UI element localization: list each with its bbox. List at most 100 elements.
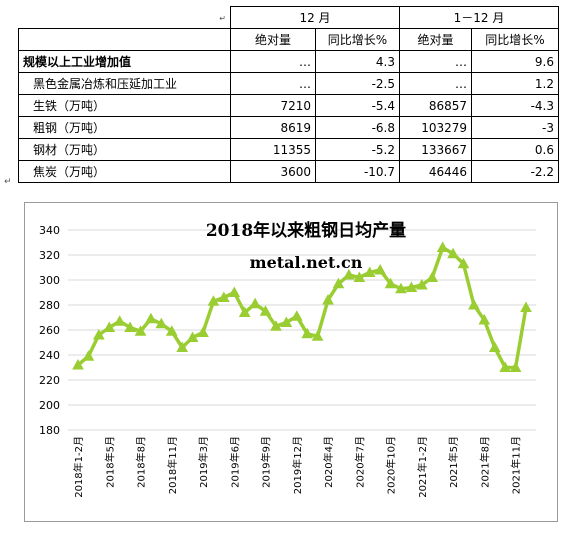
cell-ytd-yoy: 1.2 [470,72,560,95]
data-point-marker [520,301,532,312]
table-subheader-row: 绝对量 同比增长% 绝对量 同比增长% [18,28,560,51]
x-tick-label: 2019年3月 [197,436,210,488]
cell-ytd-abs: … [399,72,472,95]
subheader-ytd-yoy: 同比增长% [470,28,560,51]
data-point-marker [207,295,220,306]
subheader-dec-yoy: 同比增长% [315,28,400,51]
cell-dec-yoy: -6.8 [315,116,400,139]
data-point-marker [92,328,105,340]
data-point-marker [447,247,459,259]
data-point-marker [134,325,147,336]
data-point-marker [499,361,512,372]
steel-output-line-chart: 180 200 220 240 260 280 300 320 340 2018年1-2月 2018… [39,220,536,498]
cell-dec-abs: 7210 [230,94,316,117]
cell-ytd-yoy: 0.6 [470,138,560,161]
x-tick-label: 2018年11月 [166,436,179,494]
statistics-table: ↵ 12 月 1－12 月 绝对量 同比增长% 绝对量 同比增长% 规模以上工业… [18,6,560,183]
y-tick-label: 320 [39,249,60,262]
data-point-marker [426,271,439,282]
data-point-marker [509,361,522,372]
data-point-marker [343,268,355,280]
table-row: 焦炭（万吨） 3600 -10.7 46446 -2.2 [18,160,560,183]
row-label: 钢材（万吨） [18,138,231,161]
data-point-marker [478,313,491,325]
data-point-marker [415,278,428,290]
data-point-marker [145,312,157,324]
cell-ytd-yoy: -4.3 [470,94,560,117]
data-point-marker [176,341,189,352]
data-point-marker [218,291,230,302]
data-point-marker [155,317,168,329]
x-tick-label: 2021年5月 [447,436,460,488]
y-tick-label: 340 [39,224,60,237]
cell-dec-yoy: -5.4 [315,94,400,117]
x-tick-label: 2021年1-2月 [416,436,429,498]
data-point-marker [436,241,449,252]
header-december: 12 月 [230,6,400,29]
data-point-marker [113,315,126,326]
x-tick-label: 2019年12月 [291,436,304,494]
data-point-marker [238,306,251,317]
cell-ytd-abs: 133667 [399,138,472,161]
data-point-marker [197,326,209,337]
x-tick-label: 2018年5月 [103,436,116,488]
data-point-marker [468,298,480,310]
data-point-marker [374,263,386,275]
chart-title: 2018年以来粗钢日均产量 [206,220,406,241]
row-label: 粗钢（万吨） [18,116,231,139]
x-tick-label: 2020年7月 [353,436,366,488]
subheader-ytd-abs: 绝对量 [399,28,472,51]
cell-ytd-abs: 103279 [399,116,472,139]
data-point-marker [332,277,345,289]
corner-cell: ↵ [18,6,231,29]
row-label: 规模以上工业增加值 [18,50,231,73]
table-row: 钢材（万吨） 11355 -5.2 133667 0.6 [18,138,560,161]
data-point-marker [270,320,282,331]
x-tick-label: 2020年10月 [385,436,398,494]
subheader-dec-abs: 绝对量 [230,28,316,51]
data-point-marker [322,293,334,305]
x-tick-label: 2019年6月 [228,436,241,488]
data-point-marker [395,282,407,294]
cell-ytd-yoy: -3 [470,116,560,139]
data-point-marker [363,266,376,277]
y-tick-label: 240 [39,349,60,362]
data-point-marker [249,297,261,309]
x-tick-label: 2021年11月 [510,436,523,494]
y-tick-label: 180 [39,424,60,437]
data-point-marker [103,321,116,332]
x-tick-label: 2019年9月 [260,436,273,488]
y-tick-label: 220 [39,374,60,387]
x-tick-label: 2021年8月 [478,436,491,488]
y-tick-label: 280 [39,299,60,312]
subheader-blank [18,28,231,51]
cell-ytd-abs: 86857 [399,94,472,117]
data-point-marker [228,286,241,297]
data-point-marker [290,310,303,321]
cell-dec-yoy: 4.3 [315,50,400,73]
table-row: 生铁（万吨） 7210 -5.4 86857 -4.3 [18,94,560,117]
data-point-marker [311,330,324,341]
cell-dec-yoy: -5.2 [315,138,400,161]
cell-ytd-yoy: -2.2 [470,160,560,183]
cell-dec-abs: … [230,50,316,73]
x-tick-label: 2018年1-2月 [72,436,85,498]
data-point-marker [82,350,95,361]
cell-dec-abs: 3600 [230,160,316,183]
cell-dec-abs: … [230,72,316,95]
row-label: 焦炭（万吨） [18,160,231,183]
cell-ytd-abs: … [399,50,472,73]
cell-ytd-abs: 46446 [399,160,472,183]
cell-dec-abs: 11355 [230,138,316,161]
data-point-marker [165,325,178,336]
table-row: 黑色金属冶炼和压延加工业 … -2.5 … 1.2 [18,72,560,95]
y-tick-label: 260 [39,324,60,337]
x-tick-label: 2020年4月 [322,436,335,488]
row-label: 生铁（万吨） [18,94,231,117]
paragraph-mark: ↵ [4,177,12,187]
data-point-marker [72,358,84,370]
x-tick-label: 2018年8月 [135,436,148,488]
row-label: 黑色金属冶炼和压延加工业 [18,72,231,95]
data-point-marker [457,257,470,269]
header-jan-dec: 1－12 月 [398,6,560,29]
